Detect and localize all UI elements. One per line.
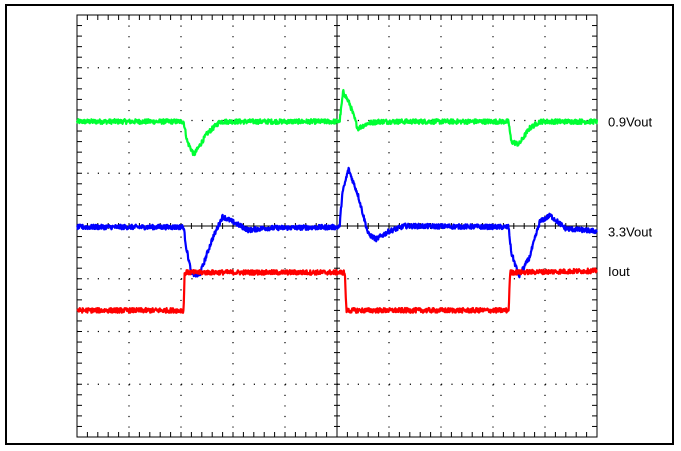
trace-3-3vout (76, 166, 598, 279)
trace-label-3-3vout: 3.3Vout (608, 224, 652, 239)
trace-label-iout: Iout (608, 264, 630, 279)
trace-iout (76, 267, 598, 314)
trace-labels: 0.9Vout 3.3Vout Iout (608, 115, 652, 279)
trace-label-0-9vout: 0.9Vout (608, 115, 652, 130)
trace-0-9vout (75, 88, 599, 157)
traces (75, 88, 599, 314)
